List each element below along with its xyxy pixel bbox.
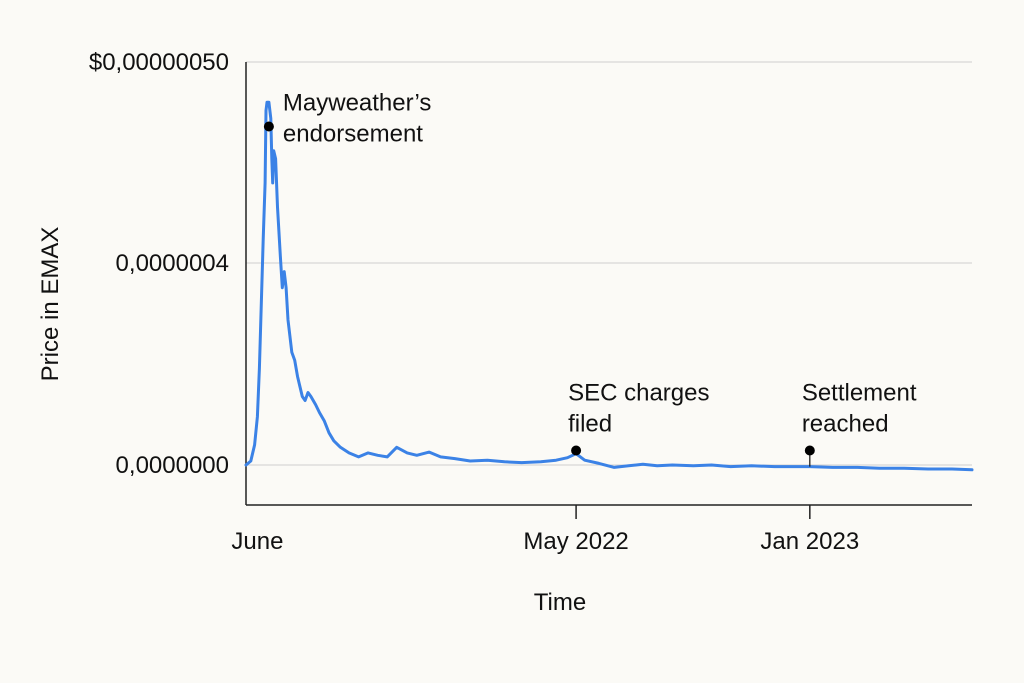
annotation-marker bbox=[263, 121, 274, 132]
y-tick-label: $0,00000050 bbox=[89, 49, 229, 76]
annotation: SEC charges filed bbox=[568, 379, 709, 456]
x-tick-label: Jan 2023 bbox=[760, 528, 859, 555]
x-tick-label: June bbox=[231, 528, 283, 555]
annotation-label: Mayweather’s bbox=[283, 89, 432, 116]
annotation-label: reached bbox=[802, 410, 889, 437]
annotation-label: endorsement bbox=[283, 120, 423, 147]
annotation-marker bbox=[571, 445, 582, 456]
y-tick-label: 0,0000000 bbox=[116, 452, 229, 479]
annotation: Settlement reached bbox=[802, 379, 917, 467]
annotation-label: SEC charges bbox=[568, 379, 709, 406]
y-axis-title: Price in EMAX bbox=[37, 227, 64, 382]
x-tick-label: May 2022 bbox=[523, 528, 628, 555]
axes: $0,00000050 0,0000004 0,0000000 June May 202… bbox=[89, 49, 972, 555]
x-axis-title: Time bbox=[534, 589, 586, 616]
price-series-line bbox=[244, 100, 974, 472]
annotation: Mayweather’s endorsement bbox=[263, 89, 432, 147]
annotation-label: Settlement bbox=[802, 379, 917, 406]
annotation-marker bbox=[804, 445, 815, 456]
y-tick-label: 0,0000004 bbox=[116, 250, 229, 277]
annotation-label: filed bbox=[568, 410, 612, 437]
series-layer bbox=[244, 100, 974, 472]
